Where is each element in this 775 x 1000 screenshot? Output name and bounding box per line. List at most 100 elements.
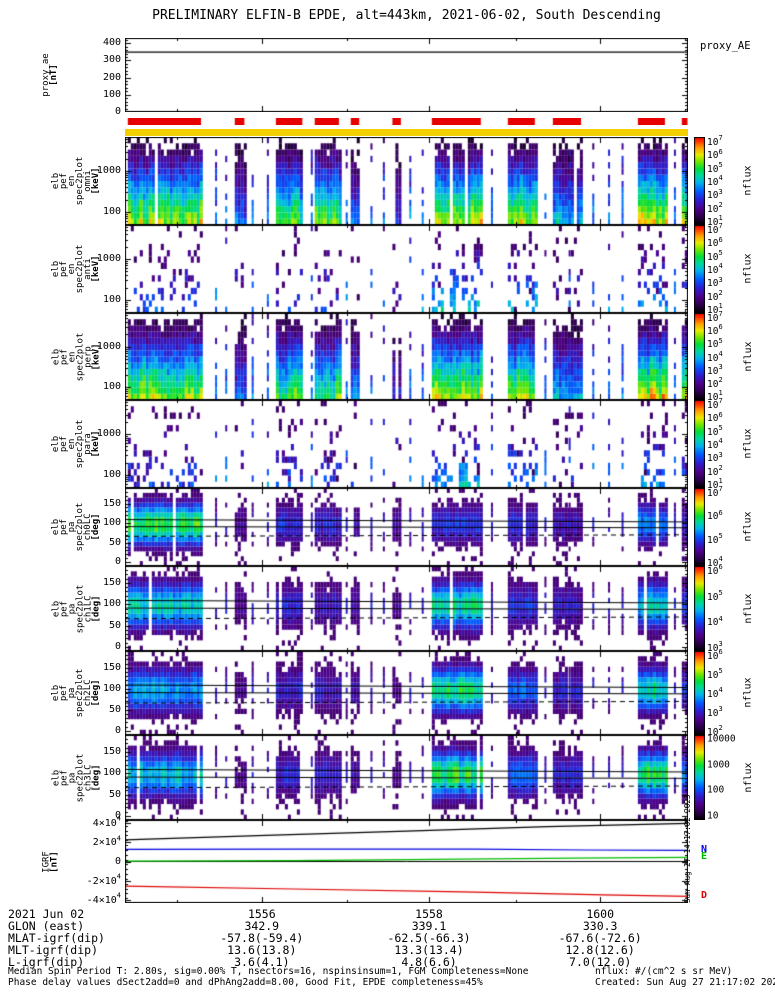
panel-omni-cb-label-5: 102 [707, 200, 723, 215]
ephemeris-value-2-2: 12.8(12.6) [565, 943, 635, 957]
panel-omni-plot [125, 137, 688, 225]
panel-anti-cb-label-0: 107 [707, 222, 723, 237]
ephemeris-row-label-0: 2021 Jun 02 [8, 907, 85, 921]
panel-para-ytick-100: 100 [102, 468, 121, 480]
ephemeris-value-0-0: 342.9 [244, 919, 280, 933]
panel-ch2LC-colorbar [694, 651, 705, 735]
panel-para-cb-label-2: 105 [707, 423, 723, 438]
panel-ch0LC-cb-label-1: 106 [707, 508, 723, 523]
panel-perp-cb-label-6: 101 [707, 389, 723, 404]
panel-ch0LC-plot [125, 488, 688, 566]
panel-ch1LC-ytick-0: 0 [114, 640, 121, 652]
panel-anti-cb-label-2: 105 [707, 248, 723, 263]
panel-proxy_ae-ytick-200: 200 [102, 71, 121, 83]
footer-right: nflux: #/(cm^2 s sr MeV) Created: Sun Au… [595, 966, 775, 988]
panel-anti-cb-label-3: 104 [707, 262, 723, 277]
panel-anti-plot [125, 225, 688, 313]
panel-omni-colorbar-unit: nflux [742, 165, 754, 196]
panel-omni-cb-label-1: 106 [707, 147, 723, 162]
panel-ch2LC-cb-label-1: 105 [707, 667, 723, 682]
panel-ch2LC-plot [125, 651, 688, 735]
panel-ch3LC-ytick-50: 50 [108, 788, 121, 800]
ephemeris-time-1558: 1558 [415, 907, 443, 921]
panel-ch1LC-ytick-50: 50 [108, 619, 121, 631]
panel-para-cb-label-0: 107 [707, 397, 723, 412]
panel-ch1LC-colorbar-unit: nflux [742, 592, 754, 624]
panel-igrf-ytick--2104: -2×104 [86, 872, 121, 887]
panel-ch3LC-cb-label-2: 100 [707, 784, 725, 796]
panel-ch3LC-cb-label-0: 10000 [707, 733, 736, 745]
proxy-ae-right-label: proxy_AE [700, 40, 751, 52]
footer-created-timestamp: Created: Sun Aug 27 21:17:02 2023 [595, 977, 775, 988]
panel-anti-cb-label-4: 103 [707, 275, 723, 290]
panel-ch1LC-cb-label-1: 105 [707, 588, 723, 603]
panel-perp-cb-label-0: 107 [707, 310, 723, 325]
footer-flux-units: nflux: #/(cm^2 s sr MeV) [595, 966, 733, 977]
ephemeris-value-2-0: 330.3 [582, 919, 618, 933]
panel-perp-colorbar-unit: nflux [742, 340, 754, 372]
panel-perp-ytick-1000: 1000 [96, 340, 121, 352]
igrf-line-label-E: E [701, 851, 708, 863]
panel-ch2LC-cb-label-2: 104 [707, 686, 723, 701]
panel-ch1LC-plot [125, 566, 688, 651]
panel-ch2LC-cb-label-0: 106 [707, 648, 723, 663]
panel-para-ytick-1000: 1000 [96, 427, 121, 439]
panel-ch2LC-ytick-0: 0 [114, 724, 121, 736]
panel-ch0LC-colorbar [694, 488, 705, 566]
panel-omni-cb-label-0: 107 [707, 134, 723, 149]
panel-anti-ytick-1000: 1000 [96, 252, 121, 264]
panel-ch3LC-cb-label-1: 1000 [707, 759, 730, 771]
panel-omni-cb-label-4: 103 [707, 187, 723, 202]
panel-ch0LC-ytick-100: 100 [102, 517, 121, 529]
panel-proxy_ae-ytick-300: 300 [102, 54, 121, 66]
panel-ch3LC-plot [125, 735, 688, 820]
panel-anti-colorbar-unit: nflux [742, 253, 754, 284]
panel-ch3LC-colorbar-unit: nflux [742, 761, 754, 793]
panel-para-plot [125, 400, 688, 488]
panel-proxy_ae-ytick-100: 100 [102, 88, 121, 100]
panel-ch0LC-cb-label-0: 107 [707, 485, 723, 500]
panel-igrf-ytick--4104: -4×104 [86, 892, 121, 907]
panel-ch3LC-ytick-0: 0 [114, 809, 121, 821]
ephemeris-row-label-4: L-igrf(dip) [8, 955, 85, 969]
ephemeris-value-1-0: 339.1 [411, 919, 447, 933]
panel-ch1LC-ytick-150: 150 [102, 576, 121, 588]
panel-perp-cb-label-2: 105 [707, 336, 723, 351]
panel-ch3LC-cb-label-3: 10 [707, 810, 719, 822]
ephemeris-time-1600: 1600 [586, 907, 615, 921]
ephemeris-row-label-2: MLAT-igrf(dip) [8, 931, 105, 945]
footer-line-1: Median Spin Period T: 2.80s, sig=0.00% T… [8, 966, 529, 977]
strip-epd-on-bar [125, 129, 688, 136]
panel-ch1LC-cb-label-3: 103 [707, 640, 723, 655]
ephemeris-value-0-2: 13.6(13.8) [227, 943, 297, 957]
panel-ch2LC-ytick-50: 50 [108, 703, 121, 715]
panel-ch2LC-cb-label-3: 103 [707, 705, 723, 720]
panel-ch2LC-ytick-100: 100 [102, 682, 121, 694]
panel-para-cb-label-4: 103 [707, 450, 723, 465]
panel-omni-cb-label-6: 101 [707, 214, 723, 229]
panel-ch0LC-ytick-0: 0 [114, 556, 121, 568]
panel-perp-cb-label-4: 103 [707, 362, 723, 377]
panel-perp-plot [125, 313, 688, 400]
panel-anti-colorbar [694, 225, 705, 313]
panel-ch2LC-ytick-150: 150 [102, 661, 121, 673]
panel-ch1LC-colorbar [694, 566, 705, 651]
ephemeris-value-1-3: 4.8(6.6) [401, 955, 457, 969]
panel-omni-cb-label-2: 105 [707, 160, 723, 175]
ephemeris-value-1-1: -62.5(-66.3) [387, 931, 471, 945]
ephemeris-value-2-1: -67.6(-72.6) [558, 931, 642, 945]
panel-igrf-ytick-2104: 2×104 [92, 834, 121, 849]
panel-perp-cb-label-3: 104 [707, 349, 723, 364]
ephemeris-value-1-2: 13.3(13.4) [394, 943, 464, 957]
ephemeris-row-label-1: GLON (east) [8, 919, 85, 933]
strip-science-zone-bar [125, 118, 688, 125]
panel-ch2LC-cb-label-4: 102 [707, 724, 723, 739]
panel-para-cb-label-1: 106 [707, 410, 723, 425]
panel-ch1LC-cb-label-2: 104 [707, 614, 723, 629]
panel-ch1LC-cb-label-0: 106 [707, 563, 723, 578]
ephemeris-value-0-3: 3.6(4.1) [234, 955, 290, 969]
panel-igrf-ytick-4104: 4×104 [92, 814, 121, 829]
igrf-line-label-N: N [701, 844, 708, 856]
panel-perp-ytick-100: 100 [102, 381, 121, 393]
